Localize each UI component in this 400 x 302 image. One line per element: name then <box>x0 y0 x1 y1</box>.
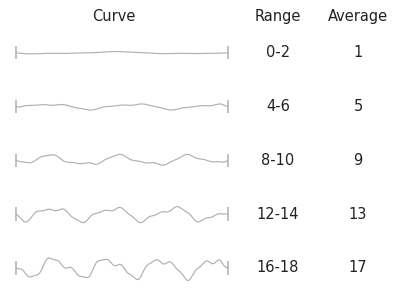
Text: 13: 13 <box>349 207 367 222</box>
Text: 4-6: 4-6 <box>266 99 290 114</box>
Text: 5: 5 <box>353 99 363 114</box>
Text: 8-10: 8-10 <box>261 153 295 168</box>
Text: 16-18: 16-18 <box>257 260 299 275</box>
Text: 17: 17 <box>349 260 367 275</box>
Text: 0-2: 0-2 <box>266 45 290 60</box>
Text: 9: 9 <box>353 153 363 168</box>
Text: Average: Average <box>328 9 388 24</box>
Text: 1: 1 <box>353 45 363 60</box>
Text: 12-14: 12-14 <box>257 207 299 222</box>
Text: Curve: Curve <box>92 9 136 24</box>
Text: Range: Range <box>255 9 301 24</box>
